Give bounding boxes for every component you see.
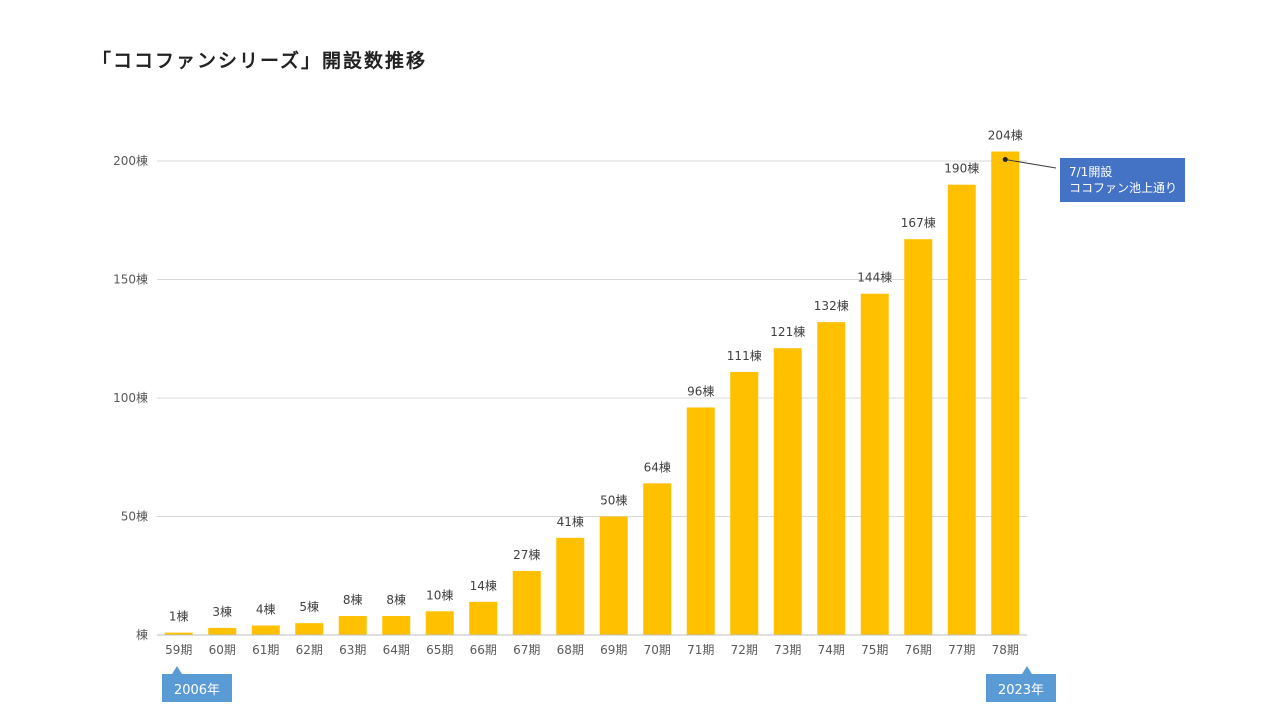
y-tick-label: 200棟 — [113, 153, 148, 168]
x-tick-label: 70期 — [644, 643, 671, 657]
x-tick-label: 65期 — [426, 643, 453, 657]
x-tick-label: 61期 — [252, 643, 279, 657]
callout-connector — [1005, 159, 1057, 169]
data-label: 8棟 — [343, 592, 363, 607]
data-label: 27棟 — [513, 547, 540, 562]
x-tick-label: 74期 — [818, 643, 845, 657]
x-tick-label: 64期 — [383, 643, 410, 657]
data-label: 5棟 — [299, 599, 319, 614]
data-label: 132棟 — [814, 298, 849, 313]
x-tick-label: 69期 — [600, 643, 627, 657]
data-label: 121棟 — [770, 324, 805, 339]
bar — [512, 571, 541, 635]
data-label: 50棟 — [600, 493, 627, 508]
annotation-callout: 7/1開設 ココファン池上通り — [1060, 158, 1185, 202]
callout-line-2: ココファン池上通り — [1069, 181, 1178, 195]
y-tick-label: 150棟 — [113, 272, 148, 287]
bar — [860, 293, 889, 635]
data-label: 190棟 — [944, 161, 979, 176]
x-tick-label: 66期 — [470, 643, 497, 657]
y-tick-label: 100棟 — [113, 390, 148, 405]
bar — [686, 407, 715, 635]
x-tick-label: 67期 — [513, 643, 540, 657]
bar — [164, 632, 193, 635]
chart-title: 「ココファンシリーズ」開設数推移 — [92, 50, 428, 72]
bar — [773, 348, 802, 635]
data-label: 4棟 — [256, 602, 276, 617]
x-tick-label: 63期 — [339, 643, 366, 657]
data-label: 111棟 — [727, 348, 762, 363]
y-tick-label: 棟 — [136, 627, 148, 642]
bar — [338, 616, 367, 635]
data-label: 167棟 — [901, 215, 936, 230]
x-tick-label: 73期 — [774, 643, 801, 657]
data-label: 14棟 — [470, 578, 497, 593]
x-tick-label: 71期 — [687, 643, 714, 657]
x-tick-label: 59期 — [165, 643, 192, 657]
start-year-tag: 2006年 — [162, 666, 232, 702]
data-label: 64棟 — [644, 459, 671, 474]
bar — [991, 151, 1020, 635]
bar — [599, 516, 628, 635]
data-label: 10棟 — [426, 587, 453, 602]
data-label: 144棟 — [857, 270, 892, 285]
data-label: 41棟 — [557, 514, 584, 529]
bar — [817, 322, 846, 635]
data-label: 3棟 — [212, 604, 232, 619]
bar — [469, 601, 498, 635]
bar — [556, 537, 585, 635]
x-tick-label: 76期 — [905, 643, 932, 657]
bar — [208, 627, 237, 635]
end-year-tag: 2023年 — [986, 666, 1056, 702]
bar — [251, 625, 280, 635]
bar — [947, 184, 976, 635]
y-tick-label: 50棟 — [121, 509, 148, 524]
data-label: 204棟 — [988, 128, 1023, 143]
x-tick-label: 72期 — [731, 643, 758, 657]
bar — [382, 616, 411, 635]
data-label: 1棟 — [169, 609, 189, 624]
bar — [730, 371, 759, 635]
x-tick-label: 60期 — [209, 643, 236, 657]
bar — [643, 483, 672, 635]
data-label: 96棟 — [687, 383, 714, 398]
x-tick-label: 75期 — [861, 643, 888, 657]
bar — [425, 611, 454, 635]
data-label: 8棟 — [386, 592, 406, 607]
x-tick-label: 62期 — [296, 643, 323, 657]
callout-line-1: 7/1開設 — [1069, 165, 1113, 179]
x-tick-label: 68期 — [557, 643, 584, 657]
bar — [904, 239, 933, 635]
callout-marker — [1002, 157, 1008, 163]
x-tick-label: 77期 — [948, 643, 975, 657]
x-tick-label: 78期 — [992, 643, 1019, 657]
bar — [295, 623, 324, 635]
